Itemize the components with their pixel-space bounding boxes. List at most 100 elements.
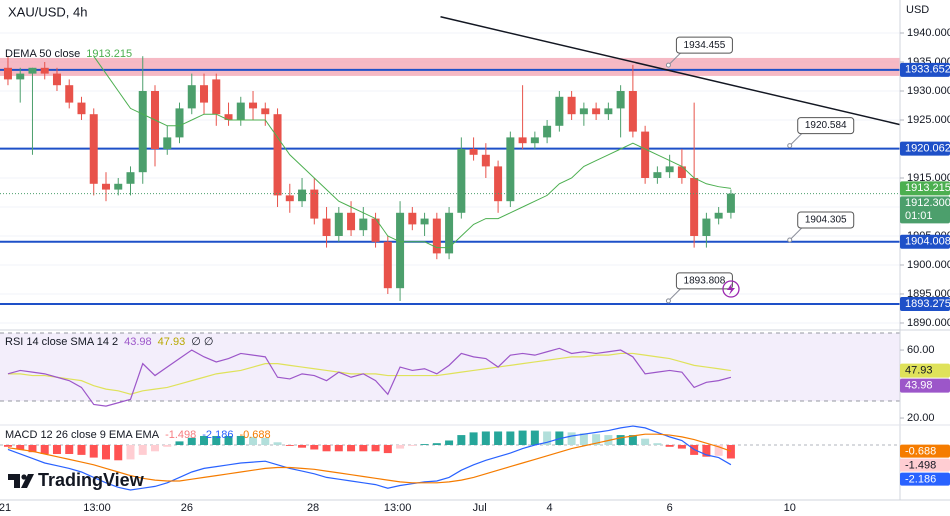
legend-extra: ∅ ∅	[191, 336, 213, 348]
histogram-bar	[371, 444, 380, 452]
histogram-bar	[616, 435, 625, 445]
price-box-label: 1893.275	[905, 298, 950, 310]
candle-body	[322, 218, 331, 236]
candle-body	[616, 90, 625, 109]
histogram-bar	[506, 431, 515, 445]
candle-body	[163, 137, 172, 149]
x-tick-label: 21	[0, 502, 11, 514]
candle-body	[653, 172, 662, 178]
histogram-bar	[16, 444, 25, 450]
callout-pointer	[789, 227, 803, 241]
histogram-bar	[249, 436, 258, 445]
histogram-bar	[702, 444, 711, 457]
candle-body	[347, 212, 356, 231]
candle-body	[40, 67, 49, 74]
candle-body	[481, 154, 490, 167]
histogram-bar	[420, 444, 429, 445]
candle-body	[77, 102, 86, 115]
candle-body	[714, 212, 723, 219]
candle-body	[65, 85, 74, 103]
legend-value: 47.93	[158, 336, 186, 348]
histogram-bar	[677, 444, 686, 449]
price-box-label: 1920.062	[905, 143, 950, 155]
histogram-bar	[408, 444, 417, 446]
price-box-label: 01:01	[905, 210, 933, 222]
histogram-bar	[126, 444, 135, 460]
histogram-bar	[285, 444, 294, 446]
candle-body	[16, 73, 25, 80]
alert-icon[interactable]	[722, 280, 740, 298]
price-box-label: 1933.652	[905, 64, 950, 76]
callout-pointer	[668, 52, 681, 66]
price-box	[900, 458, 950, 472]
histogram-bar	[494, 431, 503, 445]
price-box	[900, 472, 950, 486]
legend-label: DEMA 50 close	[5, 48, 80, 60]
callout-anchor	[787, 143, 793, 149]
histogram-bar	[261, 437, 270, 445]
candle-body	[494, 166, 503, 202]
candle-body	[200, 85, 209, 103]
histogram-bar	[200, 435, 209, 445]
histogram-bar	[432, 443, 441, 445]
trendline	[440, 16, 901, 126]
price-box	[900, 196, 950, 224]
candle-body	[89, 114, 98, 184]
histogram-bar	[457, 435, 466, 445]
price-box	[900, 296, 950, 311]
candle-body	[543, 125, 552, 138]
histogram-bar	[28, 444, 37, 453]
histogram-bar	[298, 444, 307, 448]
candle-body	[567, 96, 576, 115]
histogram-bar	[310, 444, 319, 450]
y-axis-label: USD	[906, 4, 929, 16]
histogram-bar	[236, 435, 245, 445]
indicator-line	[7, 433, 732, 484]
histogram-bar	[163, 444, 172, 447]
price-box-label: 1904.008	[905, 236, 950, 248]
histogram-bar	[40, 444, 49, 454]
price-box	[900, 444, 950, 458]
x-tick-label: 10	[784, 502, 796, 514]
histogram-bar	[665, 444, 674, 447]
callout-label: 1920.584	[805, 120, 847, 131]
histogram-bar	[347, 444, 356, 452]
histogram-bar	[101, 444, 110, 460]
indicator-line	[7, 352, 731, 395]
x-tick-label: Jul	[473, 502, 487, 514]
candle-body	[641, 131, 650, 178]
histogram-bar	[224, 435, 233, 445]
histogram-bar	[334, 444, 343, 452]
legend-value: -1.498	[165, 429, 196, 441]
candle-body	[187, 85, 196, 109]
watermark: TradingView	[38, 470, 145, 490]
candle-body	[530, 137, 539, 144]
histogram-bar	[714, 444, 723, 456]
histogram-bar	[396, 444, 405, 449]
candle-body	[628, 90, 637, 132]
candle-body	[432, 218, 441, 254]
callout-label: 1934.455	[684, 40, 726, 51]
candle-body	[52, 73, 61, 86]
candle-body	[506, 137, 515, 202]
candle-body	[114, 183, 123, 190]
candle-body	[334, 212, 343, 236]
histogram-bar	[151, 444, 160, 452]
price-box-label: 1912.300	[905, 197, 950, 209]
price-box	[900, 363, 950, 378]
candle-body	[310, 189, 319, 219]
callout-anchor	[787, 237, 793, 243]
histogram-bar	[273, 442, 282, 445]
price-box-label: 43.98	[905, 379, 933, 391]
histogram-bar	[726, 444, 735, 459]
histogram-bar	[518, 430, 527, 445]
legend-value: -2.186	[202, 429, 233, 441]
histogram-bar	[543, 431, 552, 445]
histogram-bar	[445, 440, 454, 445]
zone	[0, 57, 900, 76]
legend-value: 43.98	[124, 336, 152, 348]
candle-body	[138, 90, 147, 173]
candle-body	[604, 108, 613, 115]
candle-body	[224, 114, 233, 120]
